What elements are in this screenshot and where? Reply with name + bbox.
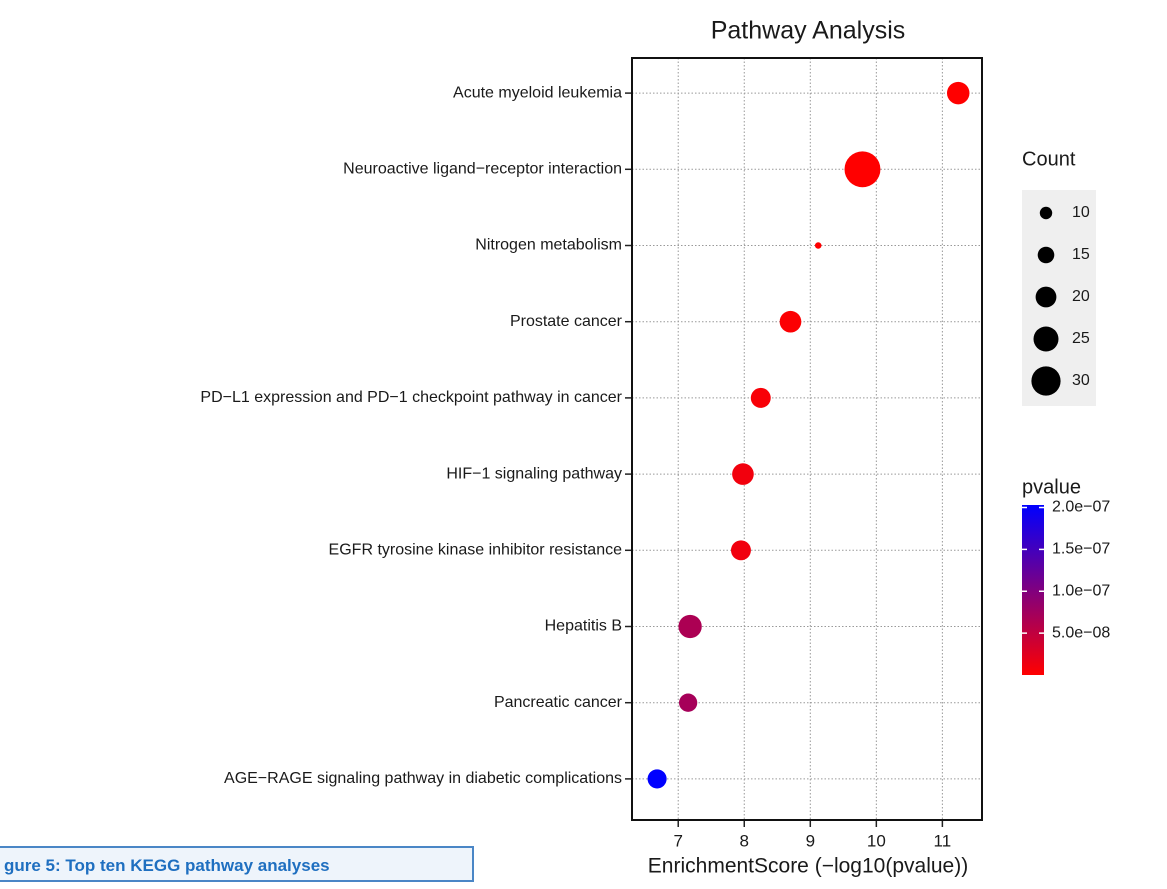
y-tick-label: Neuroactive ligand−receptor interaction [343,161,622,178]
x-tick-label: 7 [673,831,682,850]
size-legend-dot [1035,286,1057,308]
y-tick-label: Nitrogen metabolism [475,237,622,254]
figure-caption: gure 5: Top ten KEGG pathway analyses [0,846,474,882]
size-legend-label: 15 [1072,246,1090,263]
x-tick-label: 9 [806,831,815,850]
plot-border [631,57,983,821]
chart-title: Pathway Analysis [711,17,906,45]
bubble [779,310,802,333]
bubble [678,614,702,639]
y-tick-label: EGFR tyrosine kinase inhibitor resistanc… [329,542,623,559]
color-bar-label: 1.5e−07 [1052,541,1110,558]
color-bar [1022,505,1044,675]
size-legend-dot [1033,326,1059,352]
bubble [647,769,667,789]
x-axis-label: EnrichmentScore (−log10(pvalue)) [648,855,968,878]
bubble [844,151,881,188]
size-legend-label: 30 [1072,372,1090,389]
y-tick-label: Pancreatic cancer [494,694,623,711]
bubble [732,463,754,485]
y-tick-label: AGE−RAGE signaling pathway in diabetic c… [224,770,622,787]
size-legend-label: 10 [1072,204,1090,221]
color-legend-title: pvalue [1022,476,1081,498]
x-tick-label: 10 [867,831,886,850]
bubble [814,242,822,249]
size-legend-background [1022,190,1096,406]
y-tick-label: Prostate cancer [510,313,623,330]
bubble [730,540,751,561]
y-tick-label: PD−L1 expression and PD−1 checkpoint pat… [200,389,622,406]
x-tick-label: 11 [934,831,952,850]
color-bar-label: 1.0e−07 [1052,582,1110,599]
y-tick-label: Hepatitis B [545,618,622,635]
bubble [750,387,771,408]
y-tick-label: HIF−1 signaling pathway [446,465,622,482]
size-legend-dot [1031,366,1061,396]
x-tick-label: 8 [740,831,749,850]
color-bar-label: 5.0e−08 [1052,624,1110,641]
color-bar-label: 2.0e−07 [1052,499,1110,516]
size-legend-title: Count [1022,148,1076,170]
size-legend-label: 20 [1072,288,1090,305]
size-legend-label: 25 [1072,330,1090,347]
y-tick-label: Acute myeloid leukemia [453,84,622,101]
size-legend-dot [1037,246,1055,264]
size-legend-dot [1039,206,1053,220]
bubble [678,693,698,712]
bubble [946,81,970,105]
